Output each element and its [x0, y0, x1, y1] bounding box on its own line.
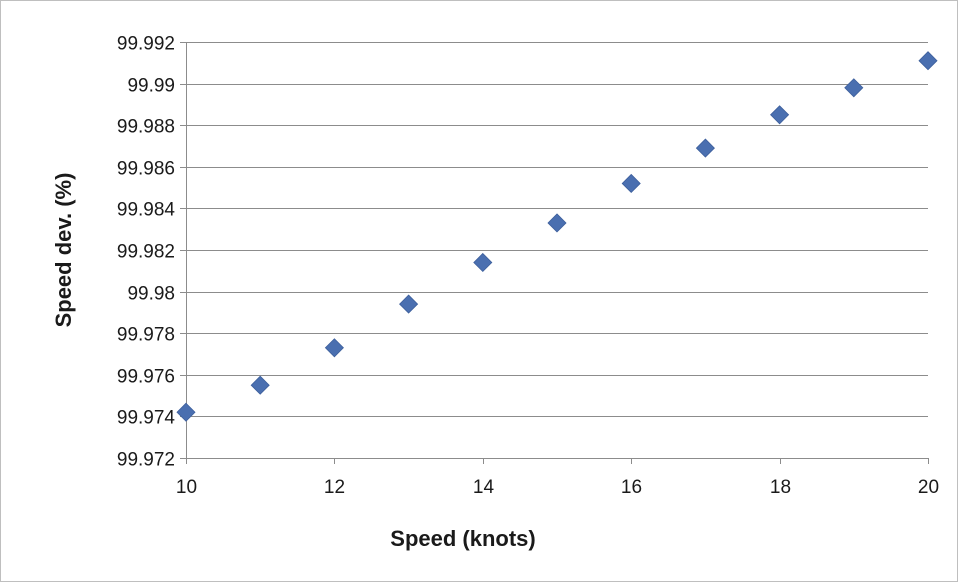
data-point-diamond — [547, 213, 567, 233]
data-point-diamond — [324, 338, 344, 358]
data-point-diamond — [770, 105, 790, 125]
x-tick-label: 20 — [918, 477, 939, 498]
x-tick-label: 18 — [770, 477, 791, 498]
x-tick-label: 12 — [324, 477, 345, 498]
y-tick-label: 99.974 — [117, 408, 176, 429]
data-point-diamond — [473, 252, 493, 273]
x-tick-labels: 10 12 14 16 18 20 — [176, 477, 939, 498]
y-tick-label: 99.99 — [127, 76, 175, 97]
x-axis-title: Speed (knots) — [390, 526, 535, 551]
y-tick-label: 99.976 — [117, 367, 175, 388]
y-tick-label: 99.984 — [117, 200, 176, 221]
gridlines — [186, 42, 928, 417]
data-point-diamond — [918, 51, 938, 71]
y-tick-label: 99.986 — [117, 159, 175, 180]
data-point-diamond — [250, 375, 270, 395]
data-point-diamond — [621, 173, 641, 194]
y-axis-title: Speed dev. (%) — [51, 173, 76, 328]
y-tick-labels: 99.972 99.974 99.976 99.978 99.98 99.982 99.98… — [117, 34, 176, 471]
data-point-diamond — [399, 294, 419, 314]
axes — [180, 42, 929, 464]
x-tick-label: 16 — [621, 477, 642, 498]
y-tick-label: 99.982 — [117, 242, 175, 263]
x-tick-label: 14 — [473, 477, 495, 498]
y-tick-label: 99.988 — [117, 117, 175, 138]
data-point-diamond — [176, 402, 196, 422]
y-tick-label: 99.98 — [127, 284, 175, 305]
data-points — [176, 51, 938, 422]
y-tick-label: 99.978 — [117, 325, 175, 346]
x-tick-label: 10 — [176, 477, 197, 498]
data-point-diamond — [695, 138, 715, 158]
y-tick-label: 99.992 — [117, 34, 175, 55]
y-tick-label: 99.972 — [117, 450, 175, 471]
data-point-diamond — [844, 78, 864, 98]
